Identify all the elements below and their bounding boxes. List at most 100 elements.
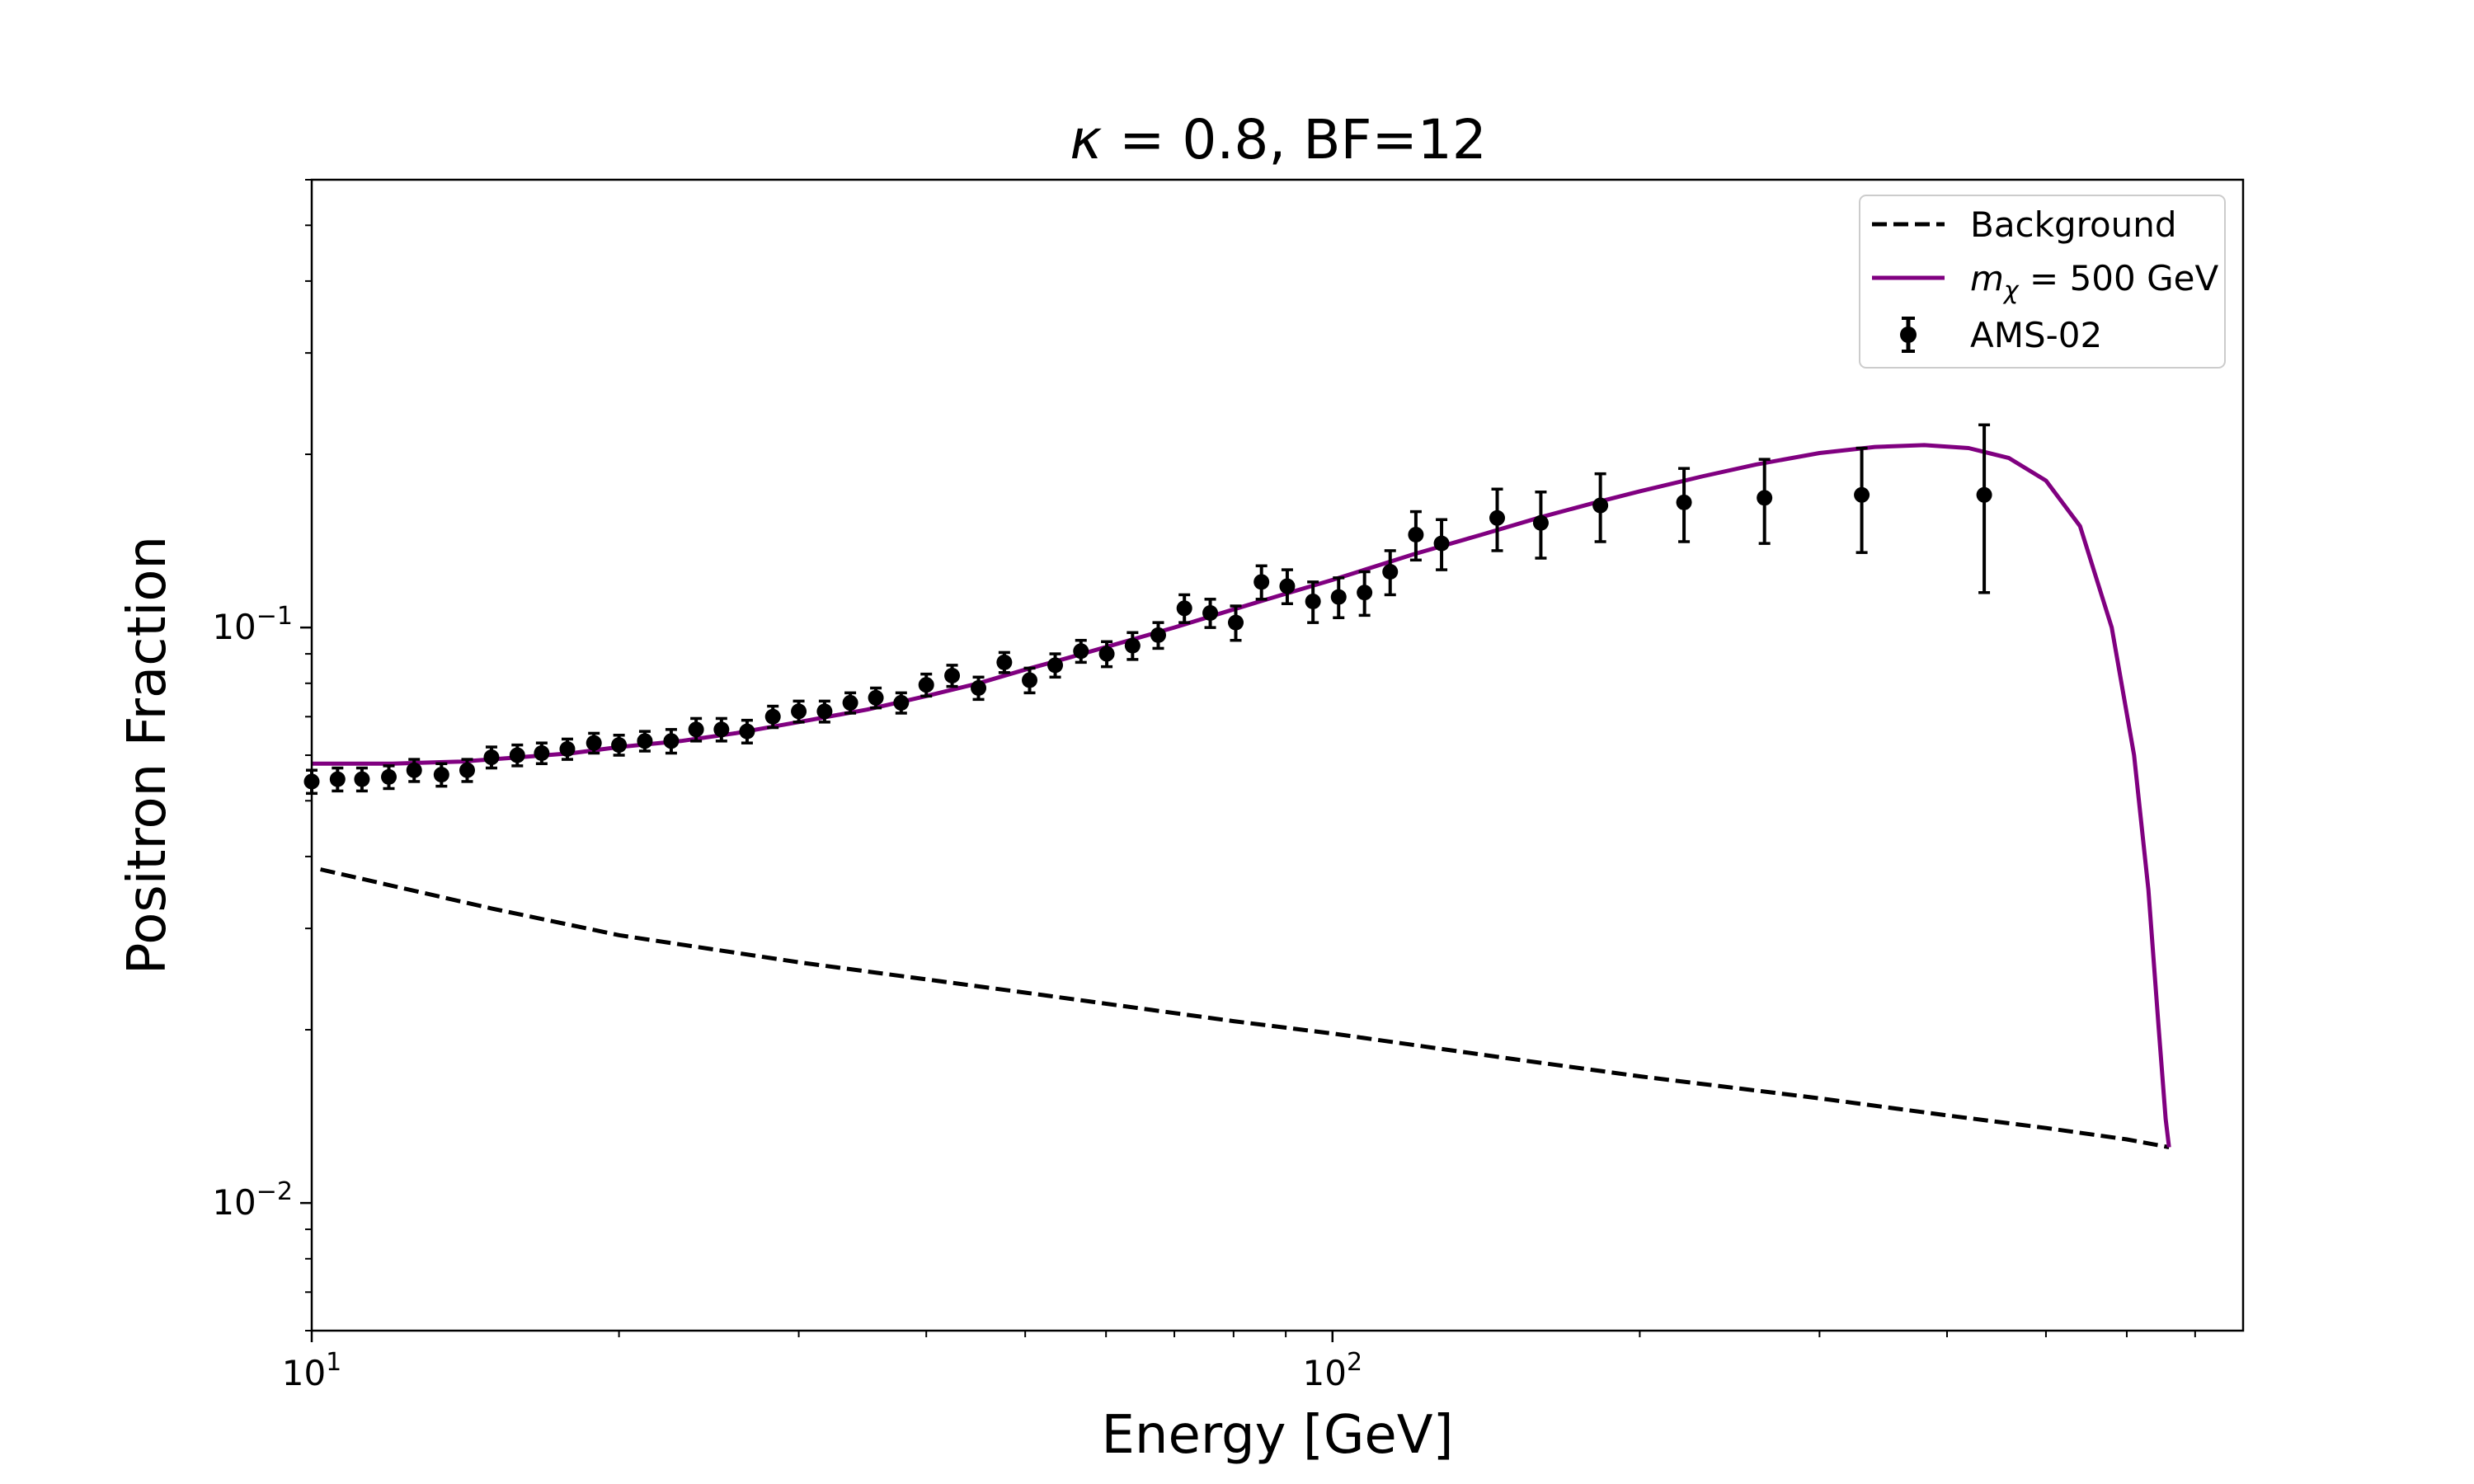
x-tick-label: 101 bbox=[282, 1348, 342, 1393]
x-tick-base: 10 bbox=[282, 1353, 326, 1393]
data-point bbox=[764, 704, 781, 730]
data-point bbox=[1202, 598, 1219, 629]
data-marker bbox=[1150, 627, 1166, 643]
data-marker bbox=[459, 762, 475, 778]
data-point bbox=[688, 716, 704, 743]
data-marker bbox=[816, 703, 833, 720]
legend-background-label: Background bbox=[1970, 204, 2177, 245]
data-point bbox=[713, 716, 730, 743]
data-marker bbox=[406, 762, 422, 778]
data-point bbox=[1757, 458, 1773, 545]
data-point bbox=[1176, 593, 1192, 624]
data-marker bbox=[534, 744, 550, 761]
y-axis-label: Positron Fraction bbox=[117, 536, 178, 974]
y-tick-base: 10 bbox=[212, 607, 256, 647]
y-tick-label: 10−1 bbox=[212, 602, 293, 647]
data-marker bbox=[1073, 643, 1089, 660]
x-tick-exp: 2 bbox=[1347, 1348, 1362, 1377]
data-point bbox=[381, 764, 397, 791]
data-point bbox=[1253, 564, 1270, 601]
chart-title: κ = 0.8, BF=12 bbox=[1070, 108, 1487, 171]
data-marker bbox=[713, 721, 730, 738]
data-point bbox=[1098, 640, 1115, 669]
data-point bbox=[1532, 491, 1549, 560]
legend-data-marker bbox=[1900, 326, 1917, 343]
data-marker bbox=[1433, 535, 1450, 552]
data-point bbox=[1433, 518, 1450, 571]
data-marker bbox=[1022, 672, 1038, 688]
y-tick-label: 10−2 bbox=[212, 1177, 293, 1223]
data-marker bbox=[611, 737, 628, 754]
data-marker bbox=[971, 680, 987, 697]
data-point bbox=[509, 743, 525, 768]
data-point bbox=[1073, 638, 1089, 665]
data-point bbox=[1022, 666, 1038, 695]
y-tick-exp: −2 bbox=[256, 1177, 293, 1206]
x-axis-label: Energy [GeV] bbox=[1101, 1405, 1453, 1466]
data-point bbox=[868, 686, 884, 710]
data-marker bbox=[842, 694, 858, 711]
data-marker bbox=[1202, 604, 1219, 621]
data-point bbox=[1854, 446, 1870, 554]
data-marker bbox=[509, 747, 525, 763]
data-marker bbox=[354, 771, 370, 787]
data-marker bbox=[1253, 574, 1270, 590]
data-marker bbox=[739, 723, 755, 740]
data-point bbox=[1305, 580, 1321, 624]
data-point bbox=[893, 691, 910, 715]
legend-box bbox=[1859, 195, 2226, 369]
data-point bbox=[1228, 604, 1244, 642]
data-point bbox=[1279, 568, 1296, 606]
x-tick-exp: 1 bbox=[326, 1348, 341, 1377]
data-point bbox=[1357, 570, 1373, 618]
data-point bbox=[1124, 631, 1141, 661]
data-marker bbox=[996, 654, 1013, 670]
data-marker bbox=[329, 771, 346, 787]
data-point bbox=[637, 730, 653, 753]
data-point bbox=[354, 766, 370, 793]
data-point bbox=[1047, 652, 1064, 679]
data-marker bbox=[1098, 646, 1115, 662]
data-marker bbox=[944, 667, 961, 683]
data-point bbox=[1489, 487, 1506, 552]
data-marker bbox=[637, 733, 653, 749]
legend-model-m: m bbox=[1970, 258, 2004, 298]
model-curve bbox=[312, 443, 2171, 1148]
data-marker bbox=[586, 735, 602, 751]
data-marker bbox=[483, 749, 500, 766]
data-point bbox=[406, 758, 422, 783]
data-marker bbox=[1408, 527, 1424, 543]
data-point bbox=[586, 731, 602, 755]
data-marker bbox=[1382, 564, 1399, 580]
data-point bbox=[1976, 423, 1992, 594]
data-marker bbox=[433, 767, 449, 783]
y-axis-ticks bbox=[300, 179, 312, 1331]
legend-data-label: AMS-02 bbox=[1970, 315, 2102, 355]
data-marker bbox=[1592, 497, 1609, 514]
data-point bbox=[1408, 510, 1424, 562]
y-axis-tick-labels: 10−210−1 bbox=[212, 602, 293, 1223]
data-point bbox=[433, 762, 449, 788]
data-point bbox=[329, 766, 346, 793]
data-point bbox=[483, 745, 500, 770]
title-kappa: κ bbox=[1070, 108, 1102, 171]
data-marker bbox=[559, 741, 576, 758]
x-axis-tick-labels: 101 102 bbox=[282, 1348, 1362, 1393]
data-marker bbox=[1854, 486, 1870, 503]
data-point bbox=[1150, 621, 1166, 650]
x-axis-ticks bbox=[310, 1331, 2196, 1342]
data-marker bbox=[893, 694, 910, 711]
data-point bbox=[1382, 549, 1399, 597]
legend-model-sub: χ bbox=[2002, 276, 2020, 305]
background-line bbox=[320, 867, 2170, 1149]
data-marker bbox=[663, 733, 680, 749]
data-point bbox=[1592, 472, 1609, 543]
data-marker bbox=[764, 708, 781, 725]
model-series bbox=[312, 443, 2171, 1148]
data-point bbox=[842, 691, 858, 715]
data-point bbox=[459, 758, 475, 783]
y-tick-base: 10 bbox=[212, 1182, 256, 1223]
x-tick-base: 10 bbox=[1303, 1353, 1347, 1393]
data-marker bbox=[1305, 594, 1321, 610]
y-tick-exp: −1 bbox=[256, 602, 293, 631]
